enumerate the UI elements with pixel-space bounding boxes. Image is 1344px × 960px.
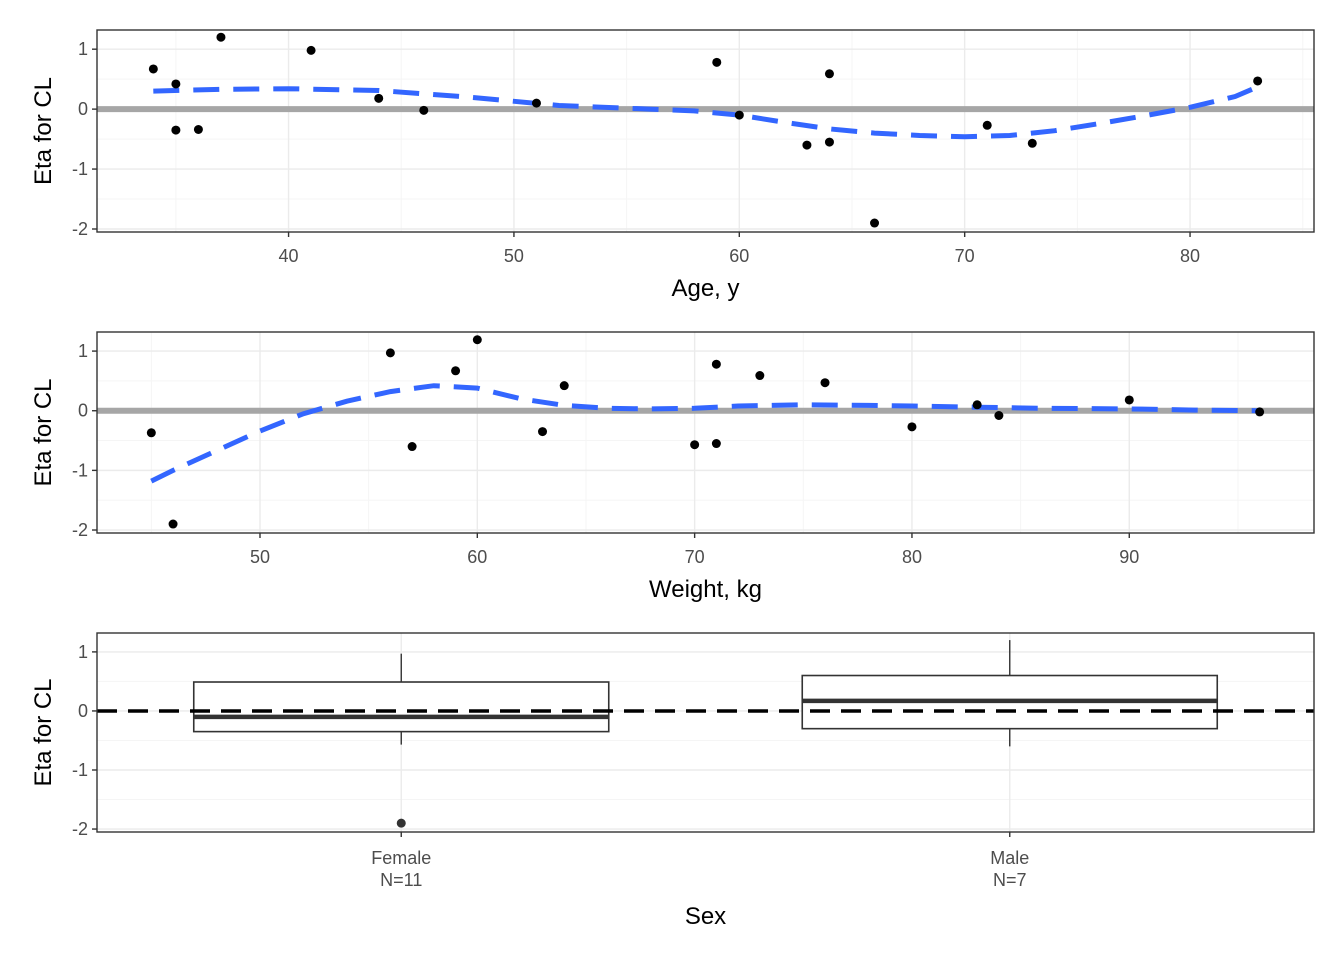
panel-2: -2 -1 0 1 50 60 70 80 90 Weight, kg Eta for CL — [30, 331, 1315, 603]
y-axis-title: Eta for CL — [30, 678, 57, 786]
data-point — [1255, 407, 1265, 417]
x-axis-title: Age, y — [671, 275, 739, 302]
panel-1: -2 -1 0 1 40 50 60 70 80 Age, y Eta for CL — [30, 29, 1315, 302]
data-point — [148, 64, 158, 74]
outlier-point — [396, 818, 406, 828]
data-point — [820, 378, 830, 388]
x-tick-label: 40 — [279, 246, 299, 266]
y-tick-label: 0 — [78, 701, 88, 721]
y-tick-label: 0 — [78, 99, 88, 119]
data-point — [870, 218, 880, 228]
data-point — [824, 69, 834, 79]
x-tick-count-label: N=7 — [993, 870, 1027, 890]
data-point — [755, 371, 765, 381]
x-tick-label: Male — [990, 848, 1029, 868]
data-point — [168, 519, 178, 529]
y-tick-label: -1 — [72, 159, 88, 179]
x-tick-label: 80 — [1180, 246, 1200, 266]
data-point — [994, 411, 1004, 421]
box-female — [192, 653, 610, 828]
x-tick-label: 50 — [250, 547, 270, 567]
x-axis-title: Sex — [685, 903, 726, 930]
data-point — [712, 57, 722, 67]
panel-border — [96, 331, 1315, 534]
y-tick-label: -1 — [72, 760, 88, 780]
y-tick-label: -2 — [72, 520, 88, 540]
data-point — [385, 348, 395, 358]
y-axis-title: Eta for CL — [30, 378, 57, 486]
data-point — [690, 440, 700, 450]
data-point — [1253, 76, 1263, 86]
x-axis-title: Weight, kg — [649, 576, 762, 603]
data-point — [1027, 138, 1037, 148]
y-tick-label: 1 — [78, 642, 88, 662]
smooth-curve — [153, 84, 1259, 140]
data-point — [824, 137, 834, 147]
data-point — [559, 381, 569, 391]
data-point — [982, 120, 992, 130]
smooth-curve — [150, 383, 1260, 484]
data-point — [734, 110, 744, 120]
data-point — [419, 105, 429, 115]
data-point — [193, 125, 203, 135]
data-point — [802, 140, 812, 150]
data-point — [407, 442, 417, 452]
y-tick-label: 1 — [78, 39, 88, 59]
panel-border — [96, 632, 1315, 833]
data-point — [374, 93, 384, 103]
x-tick-label: Female — [371, 848, 431, 868]
data-point — [972, 400, 982, 410]
data-point — [171, 125, 181, 135]
y-axis-title: Eta for CL — [30, 77, 57, 185]
y-tick-label: -2 — [72, 219, 88, 239]
x-tick-label: 80 — [902, 547, 922, 567]
data-point — [306, 45, 316, 55]
y-tick-label: -1 — [72, 460, 88, 480]
box-male — [801, 640, 1219, 747]
data-point — [1124, 395, 1134, 405]
data-point — [146, 428, 156, 438]
y-tick-label: 0 — [78, 401, 88, 421]
y-tick-label: -2 — [72, 819, 88, 839]
data-point — [531, 98, 541, 108]
x-tick-label: 50 — [504, 246, 524, 266]
x-tick-label: 60 — [467, 547, 487, 567]
data-point — [907, 422, 917, 432]
y-tick-label: 1 — [78, 341, 88, 361]
data-point — [216, 32, 226, 42]
data-point — [711, 439, 721, 449]
data-point — [472, 335, 482, 345]
x-tick-label: 70 — [685, 547, 705, 567]
x-tick-label: 60 — [729, 246, 749, 266]
data-point — [171, 79, 181, 89]
data-point — [711, 359, 721, 369]
panel-border — [96, 29, 1315, 233]
x-tick-count-label: N=11 — [380, 870, 422, 890]
x-tick-label: 90 — [1119, 547, 1139, 567]
box-body — [192, 681, 610, 733]
x-tick-label: 70 — [955, 246, 975, 266]
data-point — [451, 366, 461, 376]
data-point — [538, 427, 548, 437]
